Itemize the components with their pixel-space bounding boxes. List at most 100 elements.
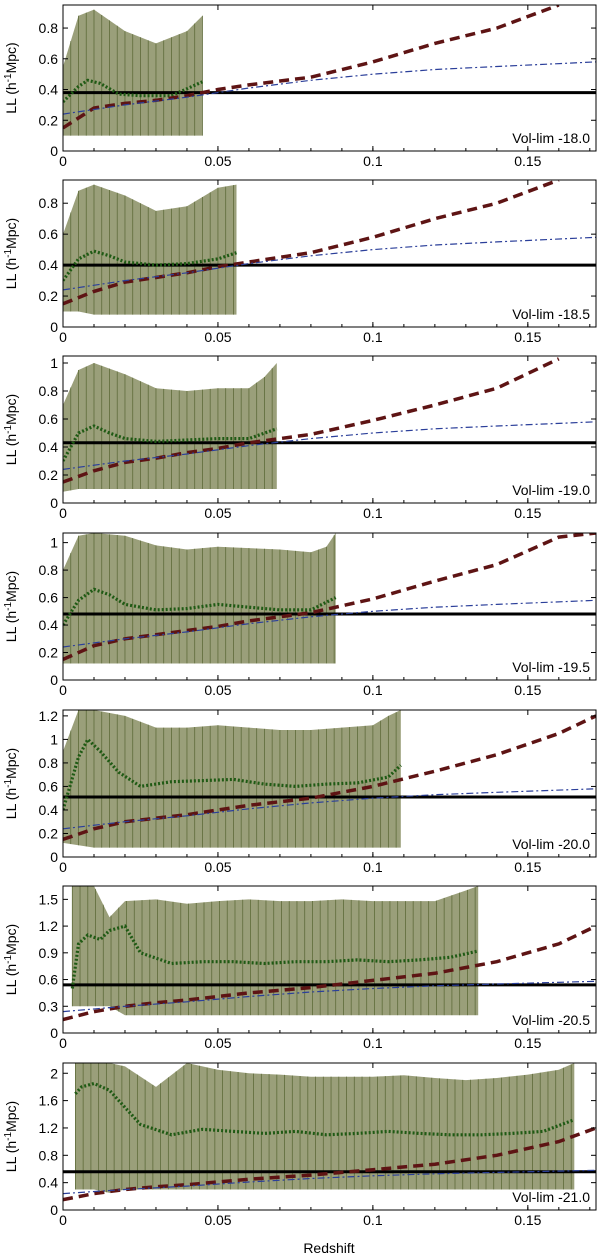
y-tick-label: 0.2 — [39, 825, 59, 841]
blue-dashdot-line — [63, 421, 596, 470]
y-axis-label-prefix: LL (h — [3, 82, 19, 113]
mean-ll-green-line — [63, 78, 204, 103]
y-axis-label-sup: -1 — [3, 601, 14, 610]
y-tick-label: 0.6 — [39, 590, 59, 606]
y-tick-label: 0.2 — [39, 467, 59, 483]
y-tick-label: 0.4 — [39, 439, 59, 455]
y-axis-label-sup: -1 — [3, 1131, 14, 1140]
y-axis-label: LL (h-1Mpc) — [3, 748, 19, 819]
plot-frame — [62, 355, 597, 504]
y-axis-label-sup: -1 — [3, 954, 14, 963]
y-tick-label: 1 — [50, 535, 58, 551]
x-tick-label: 0.1 — [363, 859, 383, 875]
red-dashed-line — [63, 924, 596, 1022]
x-tick-label: 0.1 — [363, 505, 383, 521]
panel-5: 0 0.05 0.1 0.15 0 0.2 0.4 0.6 0.8 1 1.2 LL (h-1Mpc)… — [3, 708, 597, 875]
mean-ll-green-line — [63, 424, 278, 462]
plot-frame — [62, 1062, 597, 1211]
x-tick-label: 0.1 — [363, 329, 383, 345]
y-axis-label-suffix: Mpc) — [3, 748, 19, 779]
y-tick-label: 1.6 — [39, 1093, 59, 1109]
x-axis-title: Redshift — [303, 1240, 354, 1256]
y-axis-label-prefix: LL (h — [3, 1141, 19, 1172]
y-axis-label-sup: -1 — [3, 248, 14, 257]
y-axis-label-prefix: LL (h — [3, 258, 19, 289]
error-band — [63, 184, 237, 315]
y-tick-label: 0.2 — [39, 645, 59, 661]
y-tick-label: 1.5 — [39, 891, 59, 907]
x-tick-label: 0.15 — [514, 859, 541, 875]
x-tick-label: 0.1 — [363, 682, 383, 698]
y-tick-label: 0 — [50, 143, 58, 159]
y-tick-label: 0.6 — [39, 226, 59, 242]
y-tick-label: 0.8 — [39, 562, 59, 578]
x-tick-label: 0.15 — [514, 1035, 541, 1051]
y-tick-label: 0 — [50, 672, 58, 688]
y-axis-label: LL (h-1Mpc) — [3, 218, 19, 289]
x-tick-label: 0.15 — [514, 329, 541, 345]
plot-area — [63, 1063, 596, 1202]
y-tick-label: 0.6 — [39, 411, 59, 427]
y-axis-label-prefix: LL (h — [3, 611, 19, 642]
blue-dashdot-line — [63, 236, 596, 291]
y-axis-label-prefix: LL (h — [3, 788, 19, 819]
plot-area — [63, 357, 596, 492]
y-tick-label: 0.6 — [39, 778, 59, 794]
error-bars — [63, 9, 203, 136]
y-axis-label-suffix: Mpc) — [3, 42, 19, 73]
y-tick-label: 0 — [50, 1202, 58, 1218]
plot-frame — [62, 179, 597, 328]
y-tick-label: 0.4 — [39, 82, 59, 98]
panel-1: 0 0.05 0.1 0.15 0 0.2 0.4 0.6 0.8 LL (h-1Mpc) Vol-… — [3, 4, 597, 169]
mean-ll-green-line — [63, 736, 402, 811]
error-bars — [63, 363, 273, 492]
y-tick-label: 0.4 — [39, 617, 59, 633]
y-axis-label: LL (h-1Mpc) — [3, 394, 19, 465]
y-tick-label: 1.2 — [39, 708, 59, 724]
y-axis-label: LL (h-1Mpc) — [3, 924, 19, 995]
plot-frame — [62, 885, 597, 1034]
x-tick-label: 0.05 — [204, 153, 231, 169]
panel-4: 0 0.05 0.1 0.15 0 0.2 0.4 0.6 0.8 1 LL (h-1Mpc) Vol… — [3, 532, 597, 698]
x-tick-label: 0.15 — [514, 682, 541, 698]
y-tick-label: 1.2 — [39, 1120, 59, 1136]
y-tick-label: 1 — [50, 355, 58, 371]
y-tick-label: 1.2 — [39, 918, 59, 934]
x-tick-label: 0.05 — [204, 1212, 231, 1228]
plot-area — [63, 180, 596, 315]
panel-2: 0 0.05 0.1 0.15 0 0.2 0.4 0.6 0.8 LL (h-1Mpc) Vol-… — [3, 179, 597, 345]
x-tick-label: 0.1 — [363, 153, 383, 169]
plot-frame — [62, 532, 597, 681]
x-tick-label: 0.1 — [363, 1035, 383, 1051]
y-axis-label-suffix: Mpc) — [3, 394, 19, 425]
panel-label: Vol-lim -18.5 — [512, 306, 590, 322]
x-tick-label: 0 — [59, 329, 67, 345]
y-tick-label: 0.4 — [39, 1175, 59, 1191]
panel-label: Vol-lim -21.0 — [512, 1189, 590, 1205]
error-band — [63, 533, 336, 664]
x-tick-label: 0 — [59, 505, 67, 521]
x-tick-label: 0 — [59, 859, 67, 875]
y-axis-label-prefix: LL (h — [3, 964, 19, 995]
panel-label: Vol-lim -18.0 — [512, 130, 590, 146]
y-axis-label-sup: -1 — [3, 424, 14, 433]
plot-frame — [62, 4, 597, 152]
plot-area — [63, 533, 596, 664]
y-tick-label: 0.4 — [39, 802, 59, 818]
y-tick-label: 2 — [50, 1065, 58, 1081]
y-tick-label: 0.2 — [39, 112, 59, 128]
y-tick-label: 0 — [50, 319, 58, 335]
y-tick-label: 0.8 — [39, 1147, 59, 1163]
y-tick-label: 0.2 — [39, 288, 59, 304]
y-tick-label: 0.8 — [39, 195, 59, 211]
x-tick-label: 0.05 — [204, 505, 231, 521]
error-band — [63, 363, 277, 492]
y-axis-label-prefix: LL (h — [3, 434, 19, 465]
x-tick-label: 0.05 — [204, 1035, 231, 1051]
mean-ll-green-line — [70, 924, 479, 989]
y-axis-label-suffix: Mpc) — [3, 1101, 19, 1132]
y-axis-label: LL (h-1Mpc) — [3, 571, 19, 642]
panel-7: 0 0.05 0.1 0.15 0 0.4 0.8 1.2 1.6 2 LL (h-1Mpc) Vol… — [3, 1062, 597, 1228]
y-tick-label: 0.8 — [39, 383, 59, 399]
